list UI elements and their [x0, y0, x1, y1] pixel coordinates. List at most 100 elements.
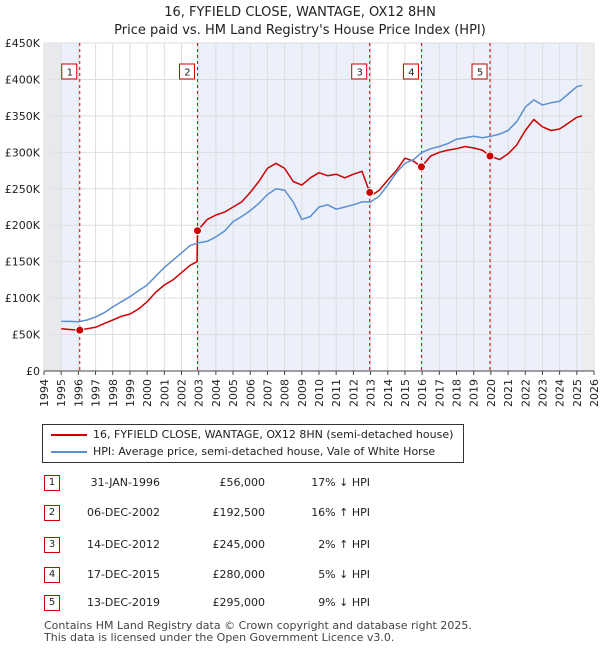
x-tick-label: 2009 — [296, 379, 309, 407]
transaction-number: 5 — [44, 595, 60, 611]
x-tick-label: 2012 — [347, 379, 360, 407]
sale-label: 1 — [67, 68, 73, 79]
price-paid-line — [61, 115, 583, 331]
x-tick-label: 2023 — [536, 379, 549, 407]
y-tick-label: £350K — [5, 110, 41, 123]
transaction-price: £295,000 — [212, 596, 266, 609]
x-tick-label: 2021 — [502, 379, 515, 407]
sale-label: 5 — [477, 68, 483, 79]
x-tick-label: 2015 — [399, 379, 412, 407]
x-tick-label: 2017 — [433, 379, 446, 407]
x-tick-label: 2006 — [244, 379, 257, 407]
transaction-price: £192,500 — [212, 506, 266, 519]
y-tick-label: £300K — [5, 146, 41, 159]
legend-swatch-hpi — [51, 451, 87, 453]
x-tick-label: 2005 — [227, 379, 240, 407]
legend-entry-hpi: HPI: Average price, semi-detached house,… — [51, 444, 435, 460]
x-tick-label: 2011 — [330, 379, 343, 407]
transaction-date: 17-DEC-2015 — [86, 568, 160, 581]
x-tick-label: 2025 — [571, 379, 584, 407]
sale-point — [365, 187, 375, 197]
footer-line: This data is licensed under the Open Gov… — [44, 631, 395, 644]
x-tick-label: 2002 — [176, 379, 189, 407]
axes: £0 £50K £100K £150K £200K £250K £300K £350K £400… — [5, 37, 600, 407]
legend-swatch-price — [51, 434, 87, 436]
x-tick-label: 1999 — [124, 379, 137, 407]
subtitle-line: Price paid vs. HM Land Registry's House … — [114, 23, 486, 38]
sale-label-box — [402, 63, 419, 80]
transaction-hpi: 16% ↑ HPI — [311, 506, 370, 519]
x-tick-label: 1997 — [90, 379, 103, 407]
x-tick-label: 2013 — [365, 379, 378, 407]
x-tick-label: 2022 — [519, 379, 532, 407]
sale-point — [416, 162, 426, 172]
transaction-date: 13-DEC-2019 — [86, 596, 160, 609]
sale-labels: 1 2 3 4 5 — [61, 63, 488, 80]
transaction-hpi: 5% ↓ HPI — [318, 568, 370, 581]
transaction-hpi: 9% ↓ HPI — [318, 596, 370, 609]
transaction-hpi: 17% ↓ HPI — [311, 476, 370, 489]
transaction-price: £280,000 — [212, 568, 266, 581]
chart-title: 16, FYFIELD CLOSE, WANTAGE, OX12 8HN Pri… — [0, 4, 600, 40]
sale-point — [485, 151, 495, 161]
x-tick-label: 2008 — [279, 379, 292, 407]
transaction-number: 2 — [44, 505, 60, 521]
x-tick-label: 2019 — [468, 379, 481, 407]
sale-label-box — [471, 63, 488, 80]
x-tick-label: 2024 — [554, 379, 567, 407]
title-line: 16, FYFIELD CLOSE, WANTAGE, OX12 8HN — [164, 5, 436, 20]
grid-lines — [43, 42, 595, 372]
transaction-number: 1 — [44, 475, 60, 491]
y-tick-label: £150K — [5, 256, 41, 269]
transaction-hpi: 2% ↑ HPI — [318, 538, 370, 551]
sale-label: 4 — [408, 68, 414, 79]
sale-point — [192, 226, 202, 236]
sale-label-box — [351, 63, 368, 80]
y-tick-label: £400K — [5, 73, 41, 86]
sale-band — [197, 43, 370, 371]
y-tick-label: £0 — [26, 365, 40, 378]
sale-label: 3 — [357, 68, 363, 79]
transaction-price: £245,000 — [212, 538, 266, 551]
transaction-date: 14-DEC-2012 — [86, 538, 160, 551]
x-tick-label: 1996 — [72, 379, 85, 407]
transaction-price: £56,000 — [219, 476, 266, 489]
sale-label: 2 — [184, 68, 190, 79]
x-tick-label: 2000 — [141, 379, 154, 407]
sale-band — [490, 43, 582, 371]
sale-point — [75, 325, 85, 335]
legend-entry-price: 16, FYFIELD CLOSE, WANTAGE, OX12 8HN (se… — [51, 427, 453, 443]
legend-label-price: 16, FYFIELD CLOSE, WANTAGE, OX12 8HN (se… — [93, 428, 454, 441]
y-tick-label: £450K — [5, 37, 41, 50]
shaded-span — [581, 43, 594, 371]
x-tick-label: 2018 — [451, 379, 464, 407]
x-tick-label: 2003 — [193, 379, 206, 407]
x-tick-label: 2014 — [382, 379, 395, 407]
y-tick-label: £200K — [5, 219, 41, 232]
shaded-span — [44, 43, 62, 371]
sale-label-box — [178, 63, 195, 80]
transaction-date: 06-DEC-2002 — [86, 506, 160, 519]
transaction-number: 3 — [44, 537, 60, 553]
transaction-number: 4 — [44, 567, 60, 583]
x-tick-label: 2007 — [261, 379, 274, 407]
sale-points — [75, 151, 495, 335]
sale-bands — [44, 43, 582, 371]
x-tick-label: 2001 — [158, 379, 171, 407]
x-tick-label: 1995 — [55, 379, 68, 407]
sale-band — [421, 43, 491, 371]
x-tick-label: 2004 — [210, 379, 223, 407]
legend: 16, FYFIELD CLOSE, WANTAGE, OX12 8HN (se… — [42, 424, 464, 463]
y-tick-label: £50K — [12, 329, 41, 342]
x-tick-label: 2020 — [485, 379, 498, 407]
hpi-line — [61, 84, 583, 323]
sale-marker-lines — [79, 43, 491, 371]
sale-label-box — [61, 63, 78, 80]
transaction-date: 31-JAN-1996 — [90, 476, 160, 489]
series-lines — [61, 84, 583, 331]
x-tick-label: 1998 — [107, 379, 120, 407]
x-tick-label: 2016 — [416, 379, 429, 407]
footer-line: Contains HM Land Registry data © Crown c… — [44, 619, 472, 632]
x-tick-label: 1994 — [38, 379, 51, 407]
y-tick-label: £100K — [5, 292, 41, 305]
